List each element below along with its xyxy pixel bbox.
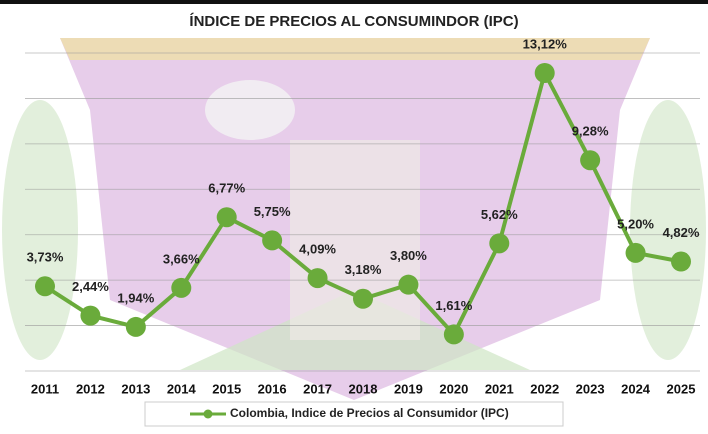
data-point	[489, 233, 509, 253]
data-point	[580, 150, 600, 170]
data-point	[308, 268, 328, 288]
chart: ÍNDICE DE PRECIOS AL CONSUMINDOR (IPC) 2…	[0, 0, 708, 434]
x-tick-label: 2017	[303, 381, 332, 396]
x-tick-label: 2011	[31, 381, 59, 396]
x-tick-label: 2014	[167, 381, 197, 396]
x-tick-label: 2016	[258, 381, 287, 396]
data-label: 2,44%	[72, 279, 109, 294]
data-label: 4,82%	[663, 225, 700, 240]
x-tick-label: 2013	[121, 381, 150, 396]
data-point	[80, 306, 100, 326]
data-point	[398, 275, 418, 295]
data-label: 1,61%	[435, 298, 472, 313]
x-tick-label: 2012	[76, 381, 105, 396]
data-label: 3,80%	[390, 248, 427, 263]
data-label: 6,77%	[208, 181, 245, 196]
x-tick-label: 2015	[212, 381, 241, 396]
data-point	[671, 252, 691, 272]
data-point	[626, 243, 646, 263]
x-tick-label: 2023	[576, 381, 605, 396]
data-point	[262, 230, 282, 250]
x-tick-label: 2019	[394, 381, 423, 396]
data-label: 5,20%	[617, 216, 654, 231]
data-label: 4,09%	[299, 242, 336, 257]
data-label: 5,75%	[254, 204, 291, 219]
data-label: 5,62%	[481, 207, 518, 222]
x-tick-label: 2018	[349, 381, 378, 396]
data-label: 13,12%	[523, 36, 568, 51]
data-label: 3,18%	[345, 262, 382, 277]
x-tick-label: 2024	[621, 381, 651, 396]
data-label: 1,94%	[117, 290, 154, 305]
data-label: 3,73%	[27, 250, 64, 265]
data-point	[126, 317, 146, 337]
data-point	[444, 324, 464, 344]
data-point	[171, 278, 191, 298]
legend-label: Colombia, Indice de Precios al Consumido…	[230, 406, 509, 420]
x-tick-label: 2025	[667, 381, 696, 396]
x-tick-label: 2021	[485, 381, 514, 396]
data-point	[535, 63, 555, 83]
x-tick-label: 2020	[439, 381, 468, 396]
data-point	[353, 289, 373, 309]
chart-title: ÍNDICE DE PRECIOS AL CONSUMINDOR (IPC)	[189, 13, 518, 30]
x-tick-label: 2022	[530, 381, 559, 396]
data-point	[217, 207, 237, 227]
legend-marker	[204, 410, 213, 419]
data-label: 3,66%	[163, 251, 200, 266]
data-label: 9,28%	[572, 124, 609, 139]
data-point	[35, 276, 55, 296]
background-art	[0, 0, 708, 400]
